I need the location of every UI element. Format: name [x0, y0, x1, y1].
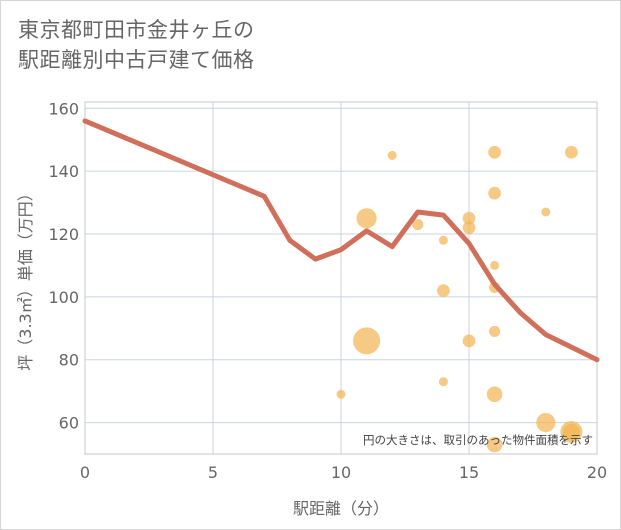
x-tick-label: 20 [587, 463, 607, 482]
size-note: 円の大きさは、取引のあった物件面積を示す [363, 433, 593, 447]
bubble-point [562, 423, 580, 441]
y-tick-labels: 60 80 100 120 140 160 [48, 99, 79, 432]
y-tick-label: 160 [48, 99, 79, 118]
bubble-point [488, 145, 501, 159]
bubble-point [353, 327, 381, 355]
y-axis-label: 坪（3.3㎡）単価（万円） [16, 185, 35, 370]
grid-lines [85, 102, 597, 454]
bubble-point [387, 150, 397, 160]
bubble-point [437, 284, 450, 297]
trend-line-layer [82, 118, 600, 363]
bubble-point [541, 207, 551, 217]
bubble-point [489, 325, 501, 337]
bubble-point [536, 413, 556, 433]
bubble-point [438, 235, 448, 245]
x-tick-label: 5 [208, 463, 218, 482]
y-tick-label: 80 [59, 351, 79, 370]
bubble-point [336, 389, 346, 399]
chart-title-line-1: 東京都町田市金井ヶ丘の [18, 18, 255, 42]
bubble-point [412, 219, 424, 231]
trend-line [82, 118, 600, 363]
bubble-point [565, 145, 578, 159]
y-tick-label: 140 [48, 162, 79, 181]
chart-title: 東京都町田市金井ヶ丘の 駅距離別中古戸建て価格 [18, 15, 255, 75]
bubble-point [486, 386, 503, 403]
x-tick-label: 0 [80, 463, 90, 482]
x-tick-label: 15 [459, 463, 479, 482]
bubble-point [462, 211, 476, 225]
bubble-point [488, 186, 501, 200]
bubble-point [486, 436, 503, 453]
y-tick-label: 100 [48, 288, 79, 307]
bubble-point [438, 377, 448, 387]
x-tick-label: 10 [331, 463, 351, 482]
bubble-point [356, 208, 377, 229]
x-tick-labels: 0 5 10 15 20 [80, 463, 607, 482]
y-tick-label: 60 [59, 414, 79, 433]
chart-title-line-2: 駅距離別中古戸建て価格 [18, 48, 255, 72]
bubble-point [462, 221, 476, 235]
y-tick-label: 120 [48, 225, 79, 244]
bubble-point [462, 334, 476, 348]
x-axis-label: 駅距離（分） [293, 499, 389, 518]
bubble-point [490, 260, 500, 270]
